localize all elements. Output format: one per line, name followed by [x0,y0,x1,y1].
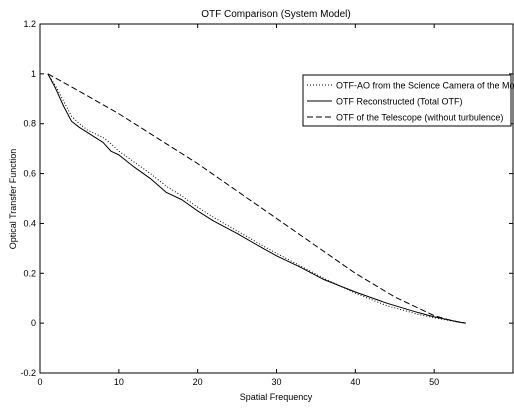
legend-box [302,74,512,127]
series-layer [47,73,466,324]
x-axis-label: Spatial Frequency [240,392,313,402]
y-tick-label: 0.4 [23,218,36,228]
y-axis-label: Optical Transfer Function [8,149,18,250]
x-tick-label: 0 [37,377,42,387]
y-tick-label: 1 [31,69,36,79]
legend-label-otf-telescope: OTF of the Telescope (without turbulence… [336,113,503,123]
axis-ticks: 0 10 20 30 40 50-0.200.20.40.60.811.2 [20,19,514,387]
y-tick-label: 0.8 [23,119,36,129]
series-line-dashed [47,73,466,324]
x-tick-label: 10 [114,377,124,387]
x-tick-label: 30 [271,377,281,387]
x-tick-label: 40 [350,377,360,387]
y-tick-label: 1.2 [23,19,36,29]
legend-entry-otf-telescope: OTF of the Telescope (without turbulence… [307,113,503,123]
y-tick-label: 0 [31,318,36,328]
chart-title: OTF Comparison (System Model) [201,9,350,20]
y-tick-label: 0.2 [23,268,36,278]
legend-label-otf-ao: OTF-AO from the Science Camera of the Mo… [336,81,514,91]
legend-entry-otf-reconstructed: OTF Reconstructed (Total OTF) [307,97,463,107]
legend-entry-otf-ao: OTF-AO from the Science Camera of the Mo… [307,81,514,91]
y-tick-label: -0.2 [20,368,36,378]
x-tick-label: 50 [429,377,439,387]
y-tick-label: 0.6 [23,169,36,179]
x-tick-label: 20 [193,377,203,387]
series-line-solid [47,73,466,324]
legend: OTF-AO from the Science Camera of the Mo… [302,74,514,127]
legend-label-otf-reconstructed: OTF Reconstructed (Total OTF) [336,97,463,107]
